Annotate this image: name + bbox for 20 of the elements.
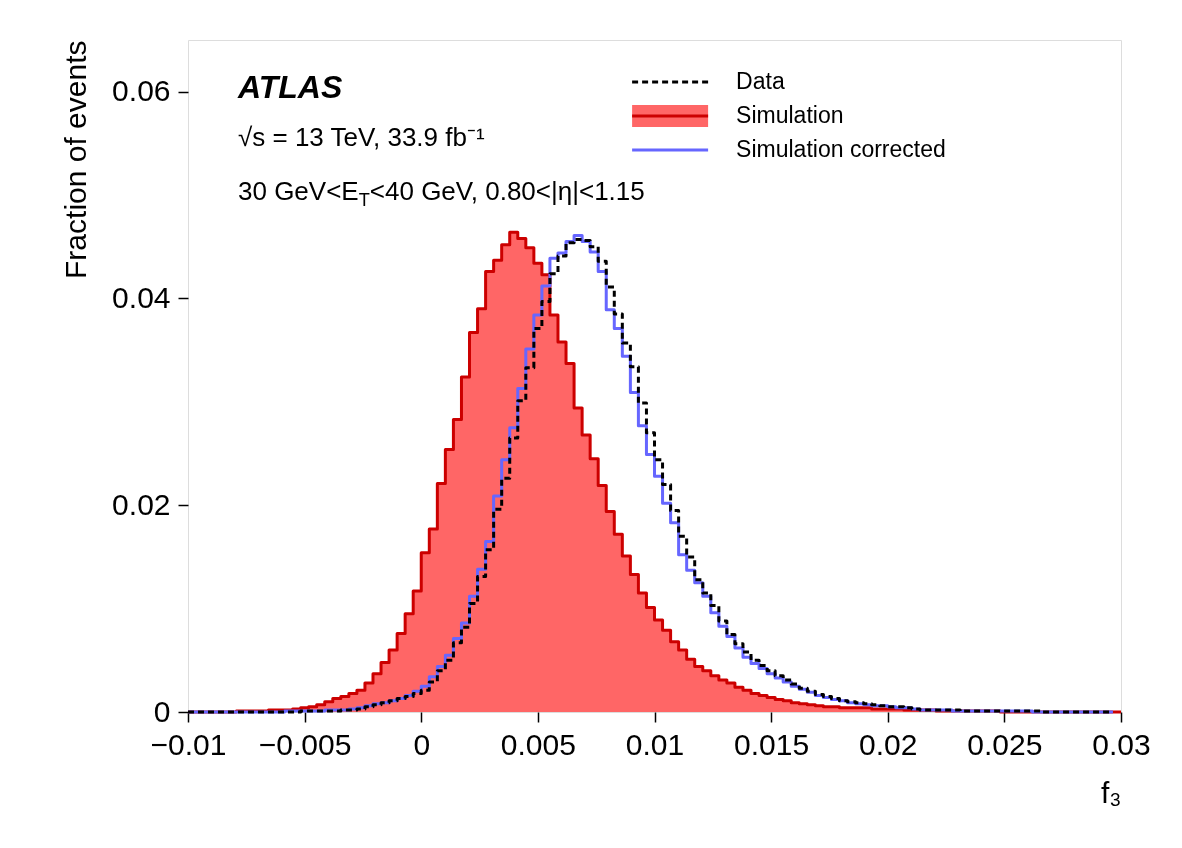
x-tick-label: 0.015 (734, 727, 810, 761)
annotation: √s = 13 TeV, 33.9 fb⁻¹ (238, 122, 485, 152)
y-tick-label: 0.06 (112, 74, 171, 108)
x-axis-title: f₃ (1100, 775, 1122, 809)
x-tick-label: 0.005 (500, 727, 576, 761)
y-tick-label: 0 (153, 694, 171, 728)
annotation: ATLAS (237, 69, 343, 105)
x-tick-label: −0.01 (150, 727, 227, 761)
x-tick-label: −0.005 (258, 727, 352, 761)
y-tick-label: 0.04 (112, 280, 171, 314)
x-tick-label: 0.01 (625, 727, 685, 761)
y-tick-label: 0.02 (112, 487, 171, 521)
legend-label: Simulation (736, 102, 844, 128)
y-axis-title: Fraction of events (59, 40, 93, 279)
x-tick-label: 0.03 (1092, 727, 1151, 761)
x-tick-label: 0.025 (967, 727, 1043, 761)
legend-label: Data (736, 68, 785, 94)
legend-label: Simulation corrected (736, 136, 946, 162)
x-tick-label: 0 (413, 727, 431, 761)
x-tick-label: 0.02 (859, 727, 918, 761)
